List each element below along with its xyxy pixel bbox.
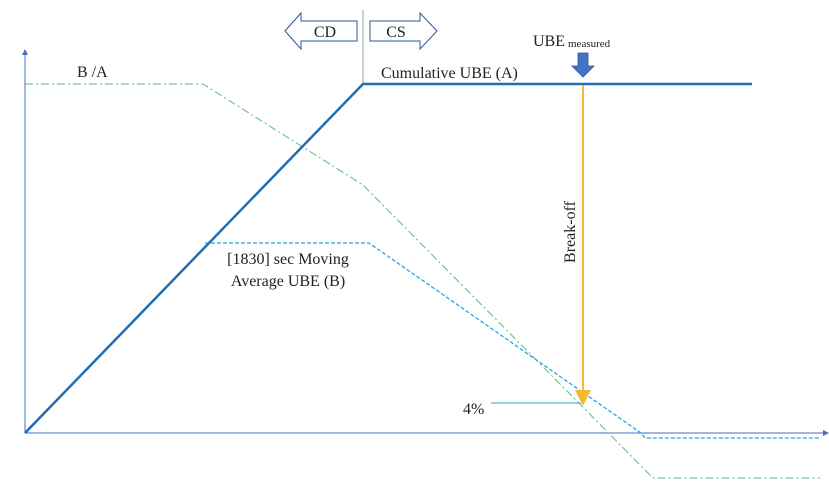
ube-label: UBE bbox=[533, 33, 565, 50]
percent-label: 4% bbox=[463, 401, 484, 418]
cd-label: CD bbox=[314, 24, 336, 41]
ube-measured-label: UBE measured bbox=[533, 33, 611, 50]
ratio-curve bbox=[25, 83, 820, 479]
cs-label: CS bbox=[386, 24, 406, 41]
ratio-label: B /A bbox=[77, 64, 108, 81]
down-arrow-icon bbox=[571, 52, 595, 78]
cumulative-curve bbox=[24, 82, 752, 434]
moving-average-label-line1: [1830] sec Moving bbox=[227, 251, 349, 268]
left-arrow-icon bbox=[284, 11, 358, 51]
breakoff-label: Break-off bbox=[562, 200, 579, 263]
cumulative-label: Cumulative UBE (A) bbox=[381, 65, 518, 82]
moving-average-label-line2: Average UBE (B) bbox=[231, 273, 345, 290]
ube-subscript: measured bbox=[568, 38, 611, 50]
right-arrow-icon bbox=[369, 11, 438, 51]
moving-average-curve bbox=[205, 242, 820, 439]
